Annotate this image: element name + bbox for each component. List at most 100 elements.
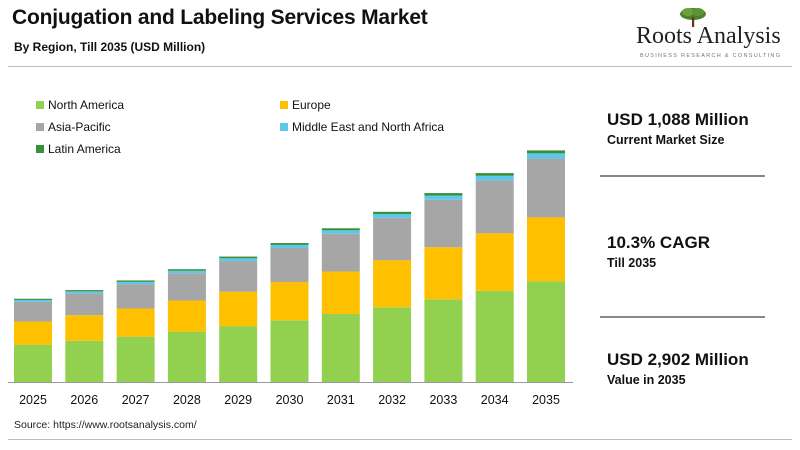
bar-segment-latin-america-2029: [219, 256, 258, 259]
legend-item-mena: Middle East and North Africa: [280, 120, 444, 134]
bar-segment-latin-america-2027: [116, 280, 155, 282]
x-tick-label: 2034: [481, 393, 509, 407]
bar-segment-asia-pacific-2026: [65, 293, 104, 316]
stat-label-current-size: Current Market Size: [607, 133, 725, 147]
x-tick-label: 2028: [173, 393, 201, 407]
legend-swatch-europe: [280, 101, 288, 109]
bar-segment-asia-pacific-2035: [527, 158, 565, 218]
bar-segment-middle-east-and-north-africa-2029: [219, 258, 258, 262]
bar-segment-europe-2034: [475, 233, 514, 291]
bar-segment-europe-2032: [373, 260, 412, 308]
bar-segment-middle-east-and-north-africa-2034: [475, 175, 514, 181]
bar-segment-asia-pacific-2025: [14, 301, 52, 322]
bar-segment-latin-america-2030: [270, 243, 309, 245]
bar-segment-asia-pacific-2029: [219, 261, 258, 292]
bar-segment-europe-2026: [65, 315, 104, 341]
bar-segment-europe-2027: [116, 308, 155, 337]
stat-value-2035: USD 2,902 Million Value in 2035: [607, 350, 749, 387]
bar-segment-europe-2028: [167, 300, 206, 332]
logo-name: Roots Analysis: [636, 23, 781, 49]
x-tick-label: 2030: [276, 393, 304, 407]
bar-segment-middle-east-and-north-africa-2025: [14, 299, 52, 302]
legend-item-north-america: North America: [36, 98, 124, 112]
roots-analysis-logo: Roots Analysis BUSINESS RESEARCH & CONSU…: [620, 4, 790, 64]
x-tick-label: 2025: [19, 393, 47, 407]
legend-label-latin-america: Latin America: [48, 142, 121, 156]
bar-segment-north-america-2026: [65, 340, 104, 382]
stat-value-cagr: 10.3% CAGR: [607, 233, 710, 252]
top-divider: [8, 66, 792, 67]
x-tick-label: 2032: [378, 393, 406, 407]
stat-current-market-size: USD 1,088 Million Current Market Size: [607, 110, 749, 147]
legend-label-asia-pacific: Asia-Pacific: [48, 120, 111, 134]
x-tick-label: 2026: [70, 393, 98, 407]
bar-segment-latin-america-2026: [65, 290, 104, 292]
chart-title: Conjugation and Labeling Services Market: [12, 6, 428, 29]
bar-segment-north-america-2027: [116, 336, 155, 382]
legend-label-europe: Europe: [292, 98, 331, 112]
bar-segment-europe-2030: [270, 282, 309, 321]
bar-segment-north-america-2025: [14, 344, 52, 382]
bar-segment-europe-2035: [527, 217, 565, 282]
stat-divider: [600, 316, 765, 318]
bar-segment-asia-pacific-2032: [373, 217, 412, 261]
bar-segment-asia-pacific-2027: [116, 284, 155, 309]
source-note: Source: https://www.rootsanalysis.com/: [14, 419, 197, 431]
bar-segment-middle-east-and-north-africa-2032: [373, 214, 412, 218]
legend-swatch-north-america: [36, 101, 44, 109]
bar-segment-europe-2025: [14, 321, 52, 345]
bar-segment-middle-east-and-north-africa-2027: [116, 281, 155, 285]
legend-item-asia-pacific: Asia-Pacific: [36, 120, 111, 134]
stat-label-2035: Value in 2035: [607, 373, 686, 387]
bar-segment-latin-america-2033: [424, 193, 463, 196]
bar-segment-asia-pacific-2030: [270, 248, 309, 283]
bottom-divider: [8, 439, 792, 440]
bar-segment-latin-america-2035: [527, 150, 565, 154]
bar-segment-latin-america-2031: [321, 228, 360, 231]
bar-segment-north-america-2032: [373, 307, 412, 382]
bar-segment-middle-east-and-north-africa-2030: [270, 244, 309, 249]
chart-subtitle: By Region, Till 2035 (USD Million): [14, 40, 206, 54]
x-tick-label: 2035: [532, 393, 560, 407]
stat-divider: [600, 175, 765, 177]
logo-tagline: BUSINESS RESEARCH & CONSULTING: [640, 53, 782, 59]
bar-segment-north-america-2029: [219, 326, 258, 382]
legend-item-europe: Europe: [280, 98, 331, 112]
bar-segment-north-america-2030: [270, 320, 309, 382]
stat-cagr: 10.3% CAGR Till 2035: [607, 233, 710, 270]
bar-segment-north-america-2033: [424, 299, 463, 382]
legend-label-north-america: North America: [48, 98, 125, 112]
stat-value-2035-amount: USD 2,902 Million: [607, 350, 749, 369]
x-tick-label: 2031: [327, 393, 355, 407]
bar-segment-europe-2033: [424, 247, 463, 300]
bar-segment-asia-pacific-2033: [424, 199, 463, 248]
bar-segment-middle-east-and-north-africa-2033: [424, 195, 463, 200]
legend-item-latin-america: Latin America: [36, 142, 121, 156]
bar-segment-north-america-2031: [321, 313, 360, 382]
bar-segment-europe-2031: [321, 271, 360, 314]
x-tick-label: 2027: [122, 393, 150, 407]
legend-swatch-latin-america: [36, 145, 44, 153]
bar-segment-north-america-2035: [527, 281, 565, 382]
bar-segment-middle-east-and-north-africa-2031: [321, 230, 360, 234]
legend-swatch-mena: [280, 123, 288, 131]
x-tick-label: 2033: [429, 393, 457, 407]
bar-segment-middle-east-and-north-africa-2028: [167, 270, 206, 274]
legend-swatch-asia-pacific: [36, 123, 44, 131]
bar-segment-north-america-2028: [167, 331, 206, 382]
bar-segment-latin-america-2028: [167, 269, 206, 271]
bar-segment-asia-pacific-2031: [321, 233, 360, 272]
tree-icon: [680, 8, 706, 27]
bar-segment-latin-america-2032: [373, 211, 412, 214]
bar-segment-north-america-2034: [475, 290, 514, 382]
bar-segment-middle-east-and-north-africa-2026: [65, 291, 104, 294]
bar-segment-asia-pacific-2034: [475, 180, 514, 234]
bar-segment-asia-pacific-2028: [167, 273, 206, 301]
stat-value-current-size: USD 1,088 Million: [607, 110, 749, 129]
bar-segment-middle-east-and-north-africa-2035: [527, 153, 565, 159]
bar-segment-europe-2029: [219, 291, 258, 327]
stat-label-cagr: Till 2035: [607, 256, 657, 270]
legend-label-mena: Middle East and North Africa: [292, 120, 445, 134]
bar-segment-latin-america-2034: [475, 173, 514, 176]
